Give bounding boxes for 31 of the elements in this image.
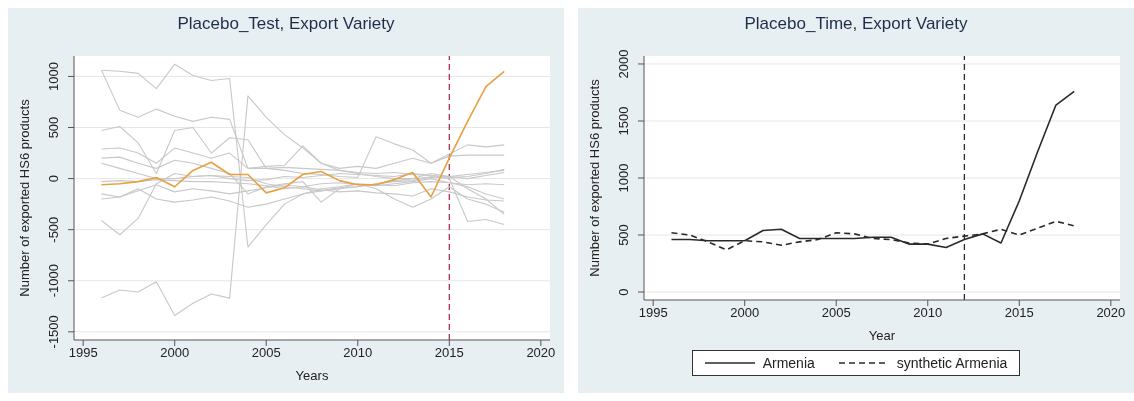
x-tick-label: 2020 [526, 345, 556, 361]
y-tick-label: 1000 [616, 163, 631, 193]
x-axis-title: Year [868, 328, 896, 343]
x-tick-label: 2015 [1004, 305, 1034, 321]
x-tick-label: 2005 [821, 305, 851, 321]
x-tick-label: 1995 [68, 345, 98, 361]
y-tick-label: -1000 [46, 264, 61, 298]
legend-label: Armenia [762, 355, 815, 371]
x-tick-label: 2015 [434, 345, 464, 361]
legend-label: synthetic Armenia [896, 355, 1008, 371]
x-tick-label: 2010 [343, 345, 373, 361]
y-tick-label: 500 [616, 224, 631, 246]
chart-title: Placebo_Test, Export Variety [176, 14, 396, 34]
y-tick-label: 500 [46, 116, 61, 139]
y-axis-title: Number of exported HS6 products [586, 78, 602, 277]
chart-title: Placebo_Time, Export Variety [743, 14, 969, 34]
x-tick-label: 2000 [160, 345, 190, 361]
y-tick-label: -1500 [46, 315, 61, 349]
y-tick-label: 1500 [616, 106, 631, 136]
x-tick-label: 1995 [638, 305, 668, 321]
y-tick-label: 1000 [46, 61, 61, 91]
x-axis-title: Years [295, 368, 329, 383]
x-tick-label: 2000 [730, 305, 760, 321]
y-tick-label: 0 [46, 174, 61, 183]
x-tick-label: 2010 [913, 305, 943, 321]
y-tick-label: 0 [616, 288, 631, 296]
y-axis-title: Number of exported HS6 products [16, 98, 32, 297]
y-tick-label: 2000 [616, 49, 631, 79]
x-tick-label: 2020 [1096, 305, 1126, 321]
x-tick-label: 2005 [251, 345, 281, 361]
y-tick-label: -500 [46, 216, 61, 243]
